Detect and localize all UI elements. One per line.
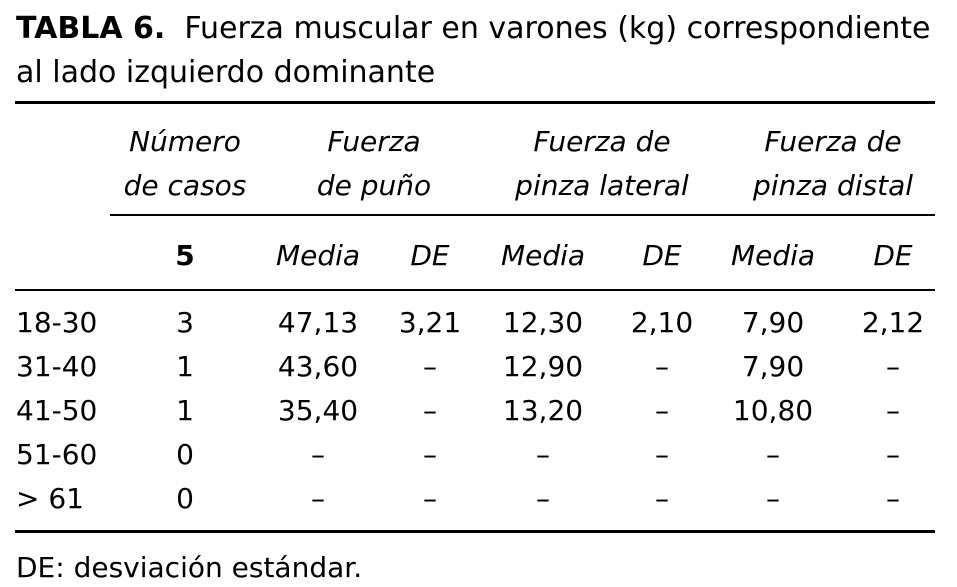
cell: – <box>536 482 550 515</box>
group-header: pinza lateral <box>515 169 689 202</box>
sub-header: DE <box>410 239 450 272</box>
cell: – <box>886 438 900 471</box>
header-rule <box>15 289 935 291</box>
cell: 2,10 <box>630 306 694 339</box>
row-label: 31-40 <box>16 350 98 383</box>
cell: – <box>311 438 325 471</box>
row-label: 41-50 <box>16 394 98 427</box>
group-header: Fuerza de <box>764 125 902 158</box>
sub-header: DE <box>642 239 682 272</box>
cell: 0 <box>176 482 194 515</box>
footnote: DE: desviación estándar. <box>16 551 363 584</box>
group-header: Número <box>129 125 241 158</box>
cell: – <box>886 482 900 515</box>
group-header: de casos <box>123 169 247 202</box>
cell: 13,20 <box>502 394 584 427</box>
cell: – <box>886 350 900 383</box>
cell: – <box>423 350 437 383</box>
group-header: pinza distal <box>752 169 914 202</box>
cell: 3,21 <box>398 306 462 339</box>
sub-header: DE <box>873 239 913 272</box>
sub-header: Media <box>500 239 586 272</box>
bottom-rule <box>15 530 935 533</box>
title-label: TABLA 6. <box>16 11 166 46</box>
cell: 12,90 <box>502 350 584 383</box>
row-label: 51-60 <box>16 438 98 471</box>
sub-header: Media <box>730 239 816 272</box>
cell: – <box>655 350 669 383</box>
cell: 1 <box>176 394 194 427</box>
title-text: al lado izquierdo dominante <box>16 55 436 90</box>
cell: 35,40 <box>277 394 359 427</box>
cell: 10,80 <box>732 394 814 427</box>
cell: 2,12 <box>861 306 925 339</box>
cell: – <box>655 482 669 515</box>
cell: – <box>886 394 900 427</box>
cell: 0 <box>176 438 194 471</box>
sub-header: Media <box>275 239 361 272</box>
title: TABLA 6. Fuerza muscular en varones (kg)… <box>16 14 930 44</box>
group-header: de puño <box>316 169 432 202</box>
cell: 1 <box>176 350 194 383</box>
cell: – <box>655 394 669 427</box>
cell: – <box>423 482 437 515</box>
cell: 12,30 <box>502 306 584 339</box>
cell: 43,60 <box>277 350 359 383</box>
cell: – <box>766 438 780 471</box>
cell: – <box>536 438 550 471</box>
cell: – <box>311 482 325 515</box>
cell: – <box>423 394 437 427</box>
cell: – <box>423 438 437 471</box>
cell: – <box>766 482 780 515</box>
cell: 7,90 <box>741 306 805 339</box>
title-text: Fuerza muscular en varones (kg) correspo… <box>184 11 931 46</box>
header-rule <box>110 214 935 216</box>
row-label: > 61 <box>16 482 84 515</box>
top-rule <box>15 101 935 104</box>
cell: 7,90 <box>741 350 805 383</box>
cell: 3 <box>176 306 194 339</box>
row-label: 18-30 <box>16 306 98 339</box>
group-header: Fuerza <box>327 125 421 158</box>
sub-header: 5 <box>175 239 195 272</box>
cell: – <box>655 438 669 471</box>
cell: 47,13 <box>277 306 359 339</box>
group-header: Fuerza de <box>533 125 671 158</box>
